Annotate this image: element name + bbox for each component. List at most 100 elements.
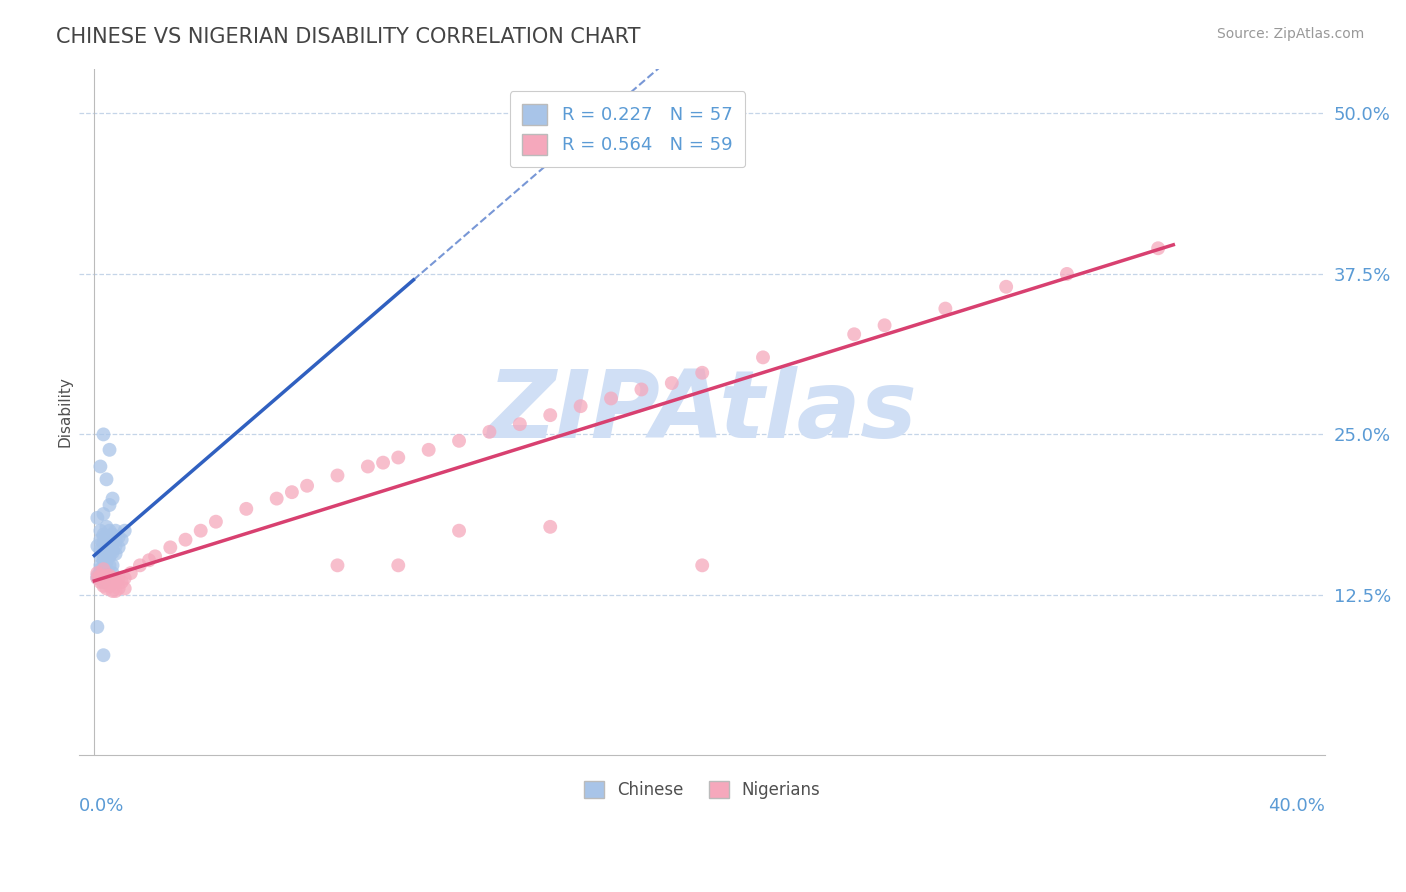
- Point: [873, 318, 896, 333]
- Point: [1147, 241, 1170, 255]
- Y-axis label: Disability: Disability: [58, 376, 72, 448]
- Point: [174, 533, 197, 547]
- Point: [114, 571, 136, 585]
- Point: [538, 408, 561, 422]
- Point: [101, 536, 124, 550]
- Point: [844, 327, 866, 342]
- Point: [111, 575, 134, 590]
- Point: [104, 524, 127, 538]
- Point: [93, 648, 115, 663]
- Point: [98, 524, 121, 538]
- Point: [93, 507, 115, 521]
- Point: [96, 543, 118, 558]
- Point: [89, 575, 111, 590]
- Point: [89, 459, 111, 474]
- Point: [98, 568, 121, 582]
- Point: [101, 527, 124, 541]
- Text: 0.0%: 0.0%: [79, 797, 125, 814]
- Point: [98, 579, 121, 593]
- Point: [89, 562, 111, 576]
- Point: [89, 543, 111, 558]
- Point: [101, 566, 124, 580]
- Point: [111, 533, 134, 547]
- Legend: Chinese, Nigerians: Chinese, Nigerians: [576, 774, 827, 805]
- Point: [266, 491, 288, 506]
- Point: [96, 568, 118, 582]
- Point: [107, 530, 129, 544]
- Point: [93, 549, 115, 564]
- Point: [661, 376, 683, 390]
- Point: [101, 491, 124, 506]
- Point: [107, 571, 129, 585]
- Point: [104, 533, 127, 547]
- Point: [690, 558, 713, 573]
- Point: [538, 520, 561, 534]
- Point: [86, 571, 108, 585]
- Point: [190, 524, 212, 538]
- Text: ZIPAtlas: ZIPAtlas: [488, 366, 917, 458]
- Point: [86, 568, 108, 582]
- Point: [93, 536, 115, 550]
- Point: [326, 468, 349, 483]
- Point: [569, 399, 592, 413]
- Point: [104, 539, 127, 553]
- Point: [93, 579, 115, 593]
- Point: [96, 533, 118, 547]
- Point: [89, 524, 111, 538]
- Point: [129, 558, 152, 573]
- Point: [371, 456, 394, 470]
- Point: [93, 427, 115, 442]
- Point: [104, 575, 127, 590]
- Point: [600, 392, 623, 406]
- Point: [98, 442, 121, 457]
- Point: [101, 545, 124, 559]
- Point: [98, 541, 121, 555]
- Point: [630, 383, 652, 397]
- Point: [387, 558, 409, 573]
- Point: [101, 543, 124, 558]
- Point: [89, 533, 111, 547]
- Point: [96, 582, 118, 596]
- Point: [1056, 267, 1078, 281]
- Point: [138, 553, 160, 567]
- Point: [447, 434, 470, 448]
- Text: 40.0%: 40.0%: [1268, 797, 1326, 814]
- Point: [86, 539, 108, 553]
- Point: [326, 558, 349, 573]
- Point: [387, 450, 409, 465]
- Point: [96, 545, 118, 559]
- Point: [98, 575, 121, 590]
- Point: [98, 498, 121, 512]
- Point: [107, 582, 129, 596]
- Point: [93, 553, 115, 567]
- Point: [101, 533, 124, 547]
- Point: [509, 417, 531, 431]
- Point: [295, 479, 318, 493]
- Point: [447, 524, 470, 538]
- Point: [98, 558, 121, 573]
- Point: [690, 366, 713, 380]
- Point: [281, 485, 304, 500]
- Point: [93, 575, 115, 590]
- Point: [89, 566, 111, 580]
- Point: [143, 549, 166, 564]
- Text: Source: ZipAtlas.com: Source: ZipAtlas.com: [1216, 27, 1364, 41]
- Point: [86, 620, 108, 634]
- Point: [93, 527, 115, 541]
- Point: [86, 511, 108, 525]
- Point: [96, 541, 118, 555]
- Point: [101, 558, 124, 573]
- Point: [96, 472, 118, 486]
- Point: [98, 541, 121, 555]
- Point: [752, 351, 775, 365]
- Point: [93, 530, 115, 544]
- Point: [205, 515, 228, 529]
- Point: [96, 549, 118, 564]
- Point: [114, 524, 136, 538]
- Point: [86, 566, 108, 580]
- Point: [93, 545, 115, 559]
- Point: [96, 520, 118, 534]
- Point: [93, 562, 115, 576]
- Point: [93, 571, 115, 585]
- Point: [98, 530, 121, 544]
